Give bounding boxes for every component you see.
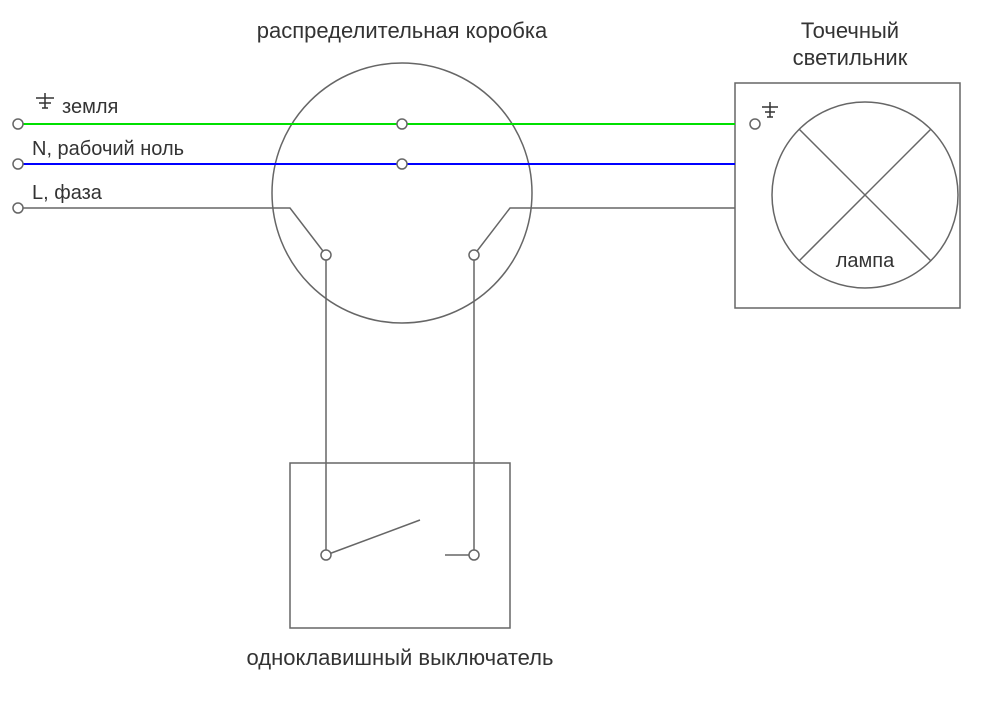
terminal — [750, 119, 760, 129]
terminal — [13, 203, 23, 213]
junction-box-circle — [272, 63, 532, 323]
terminal — [13, 119, 23, 129]
terminal — [397, 119, 407, 129]
ground-symbol-icon — [762, 102, 778, 117]
earth-wire-label: земля — [62, 96, 118, 118]
phase-wire-in — [18, 208, 326, 255]
switch-label: одноклавишный выключатель — [247, 645, 554, 670]
terminal — [13, 159, 23, 169]
terminal — [469, 250, 479, 260]
terminal — [321, 550, 331, 560]
phase-wire-label: L, фаза — [32, 182, 103, 204]
spotlight-label-line1: Точечный — [801, 18, 899, 43]
switch-lever — [326, 520, 420, 555]
switch-box — [290, 463, 510, 628]
ground-symbol-icon — [36, 93, 54, 108]
terminal — [397, 159, 407, 169]
junction-box-label: распределительная коробка — [257, 18, 548, 43]
spotlight-label-line2: светильник — [793, 45, 908, 70]
lamp-label: лампа — [836, 250, 895, 272]
phase-wire-out — [474, 208, 735, 255]
terminal — [321, 250, 331, 260]
neutral-wire-label: N, рабочий ноль — [32, 138, 184, 160]
terminal — [469, 550, 479, 560]
wiring-diagram: распределительная коробка Точечный свети… — [0, 0, 996, 724]
